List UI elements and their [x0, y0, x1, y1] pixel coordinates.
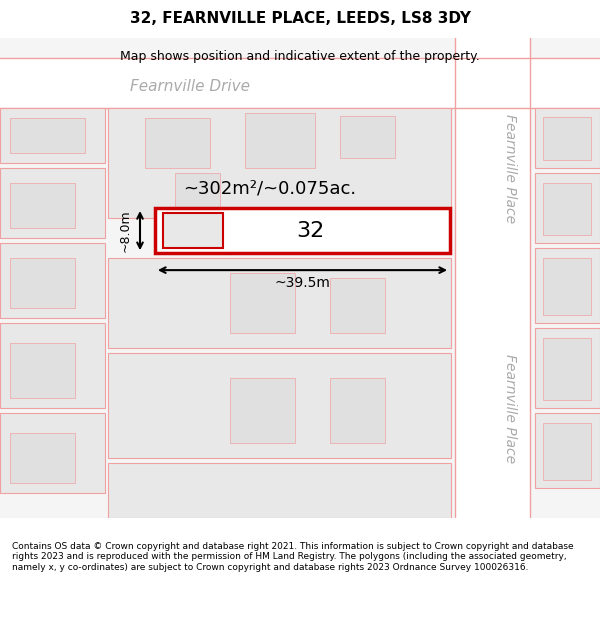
Bar	[175, 173, 220, 208]
Bar	[543, 183, 591, 235]
Bar	[10, 433, 75, 483]
Text: Map shows position and indicative extent of the property.: Map shows position and indicative extent…	[120, 50, 480, 62]
Bar	[535, 413, 600, 488]
Bar	[230, 378, 295, 443]
Bar	[0, 108, 105, 163]
Text: 32: 32	[296, 221, 324, 241]
Bar	[245, 113, 315, 168]
Bar	[0, 243, 105, 318]
Bar	[543, 117, 591, 160]
Bar	[108, 108, 451, 218]
Bar	[0, 58, 600, 108]
Bar	[108, 258, 451, 348]
Bar	[145, 118, 210, 168]
Bar	[543, 338, 591, 400]
Bar	[0, 323, 105, 408]
Bar	[535, 108, 600, 168]
Text: Fearnville Place: Fearnville Place	[503, 354, 517, 462]
Bar	[0, 168, 105, 238]
Bar	[543, 258, 591, 315]
Text: 32, FEARNVILLE PLACE, LEEDS, LS8 3DY: 32, FEARNVILLE PLACE, LEEDS, LS8 3DY	[130, 11, 470, 26]
Bar	[10, 118, 85, 153]
Bar	[535, 173, 600, 243]
Bar	[330, 278, 385, 333]
Bar	[10, 343, 75, 398]
Bar	[163, 213, 223, 248]
Bar	[455, 38, 530, 518]
Bar	[0, 413, 105, 493]
Bar	[340, 116, 395, 158]
Bar	[330, 378, 385, 443]
Bar	[108, 353, 451, 458]
Bar	[535, 248, 600, 323]
Text: Contains OS data © Crown copyright and database right 2021. This information is : Contains OS data © Crown copyright and d…	[12, 542, 574, 572]
Text: Fearnville Drive: Fearnville Drive	[130, 79, 250, 94]
Bar	[230, 273, 295, 333]
Bar	[10, 183, 75, 228]
Bar	[108, 463, 451, 518]
Text: Fearnville Place: Fearnville Place	[503, 114, 517, 222]
Text: ~39.5m: ~39.5m	[275, 276, 331, 290]
Bar	[155, 208, 450, 253]
Bar	[543, 423, 591, 480]
Text: ~302m²/~0.075ac.: ~302m²/~0.075ac.	[184, 179, 356, 197]
Bar	[10, 258, 75, 308]
Text: ~8.0m: ~8.0m	[119, 209, 131, 252]
Bar	[535, 328, 600, 408]
